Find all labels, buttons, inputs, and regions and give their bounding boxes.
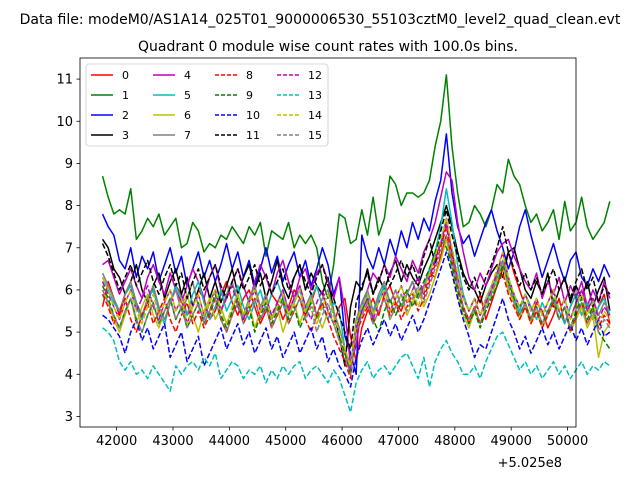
x-tick-label: 42000 (96, 434, 137, 449)
legend-label-7: 7 (184, 129, 191, 142)
series-line-3 (101, 204, 611, 367)
legend-label-1: 1 (122, 89, 129, 102)
legend-label-2: 2 (122, 109, 129, 122)
series-line-15 (101, 234, 611, 376)
series-line-1 (101, 74, 611, 300)
legend-label-13: 13 (308, 89, 322, 102)
legend-label-10: 10 (246, 109, 260, 122)
legend-label-5: 5 (184, 89, 191, 102)
chart-title: Quadrant 0 module wise count rates with … (138, 39, 518, 55)
y-tick-label: 3 (65, 410, 73, 425)
y-tick-label: 10 (56, 115, 73, 130)
series-line-10 (102, 251, 611, 388)
legend-label-12: 12 (308, 69, 322, 82)
y-tick-label: 4 (65, 368, 73, 383)
legend-label-4: 4 (184, 69, 191, 82)
legend-label-6: 6 (184, 109, 191, 122)
figure-suptitle: Data file: modeM0/AS1A14_025T01_90000065… (20, 12, 621, 28)
legend-label-15: 15 (308, 129, 322, 142)
x-tick-label: 44000 (209, 434, 250, 449)
x-tick-label: 47000 (378, 434, 419, 449)
x-tick-label: 48000 (434, 434, 475, 449)
legend-label-11: 11 (246, 129, 260, 142)
legend-label-8: 8 (246, 69, 253, 82)
series-layer (101, 74, 611, 413)
legend-label-0: 0 (122, 69, 129, 82)
y-tick-label: 8 (65, 199, 73, 214)
axes-frame (79, 57, 577, 428)
x-tick-label: 49000 (491, 434, 532, 449)
y-tick-label: 9 (65, 157, 73, 172)
series-line-13 (102, 327, 611, 413)
x-tick-label: 46000 (321, 434, 362, 449)
y-tick-label: 5 (65, 326, 73, 341)
series-line-14 (101, 217, 611, 367)
x-tick-label: 50000 (547, 434, 588, 449)
y-tick-label: 6 (65, 283, 73, 298)
legend-box (85, 63, 329, 147)
legend-label-14: 14 (308, 109, 322, 122)
x-tick-label: 45000 (265, 434, 306, 449)
y-tick-label: 11 (56, 73, 73, 88)
x-axis-offset-label: +5.025e8 (498, 456, 562, 471)
axes-layer: 42000 43000 44000 45000 46000 47000 48000 49000… (56, 57, 588, 449)
series-line-11 (101, 209, 611, 350)
series-line-4 (102, 171, 611, 367)
x-tick-label: 43000 (152, 434, 193, 449)
legend-label-9: 9 (246, 89, 253, 102)
y-tick-label: 7 (65, 241, 73, 256)
legend-label-3: 3 (122, 129, 129, 142)
